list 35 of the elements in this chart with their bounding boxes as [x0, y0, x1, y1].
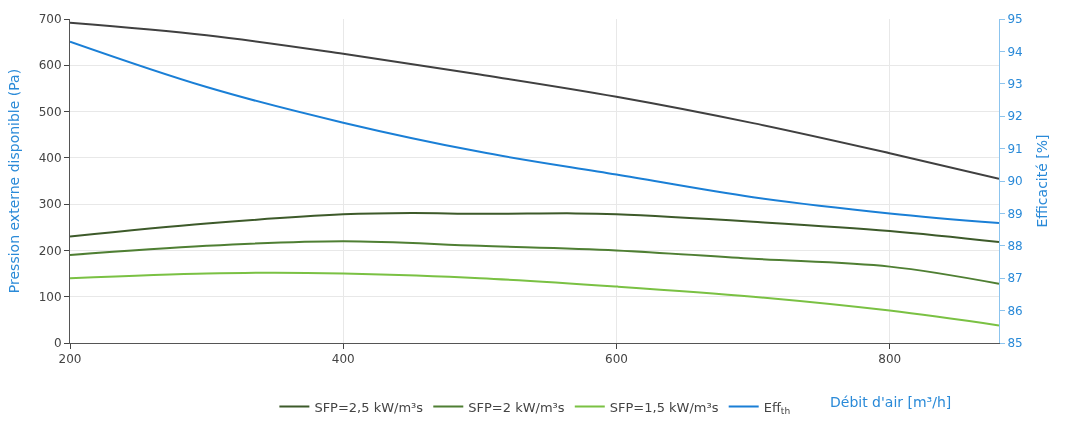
x-tick-label: 200: [58, 352, 82, 367]
x-axis-title: Débit d'air [m³/h]: [830, 394, 952, 410]
y2-tick-label: 95: [1007, 12, 1023, 27]
y2-tick-label: 88: [1007, 239, 1023, 253]
y-tick-label: 500: [38, 104, 62, 119]
line-series: [70, 240, 999, 285]
y2-tick-label: 91: [1007, 141, 1023, 156]
y2-tick-label: 92: [1007, 109, 1023, 124]
line-series: [70, 271, 999, 327]
x-tick-label: 400: [331, 352, 355, 367]
y-tick-label: 600: [38, 58, 62, 73]
y2-tick-label: 86: [1007, 303, 1023, 318]
y2-tick-label: 90: [1007, 174, 1023, 189]
y-tick-label: 300: [38, 197, 62, 212]
x-tick-label: 600: [605, 352, 628, 367]
y-tick-label: 700: [38, 12, 62, 27]
y-tick-label: 200: [38, 243, 62, 258]
line-series: [70, 21, 999, 180]
y2-tick-label: 85: [1007, 336, 1023, 351]
line-series: [70, 40, 999, 225]
legend-label: SFP=1,5 kW/m³s: [609, 399, 719, 415]
y-tick-label: 400: [38, 151, 62, 166]
legend-label: Eff$_{th}$: [763, 399, 791, 417]
y-axis-title: Pression externe disponible (Pa): [6, 68, 23, 294]
y2-tick-label: 87: [1007, 271, 1023, 286]
y2-axis-title: Efficacité [%]: [1033, 134, 1050, 228]
y2-tick-label: 89: [1007, 206, 1023, 221]
y2-tick-label: 94: [1007, 44, 1023, 59]
y-tick-label: 100: [38, 289, 62, 304]
legend-label: SFP=2,5 kW/m³s: [314, 399, 424, 415]
y2-tick-label: 93: [1007, 77, 1023, 91]
y-tick-label: 0: [53, 336, 62, 351]
legend-label: SFP=2 kW/m³s: [468, 399, 565, 415]
x-tick-label: 800: [878, 352, 902, 367]
line-series: [70, 211, 999, 244]
